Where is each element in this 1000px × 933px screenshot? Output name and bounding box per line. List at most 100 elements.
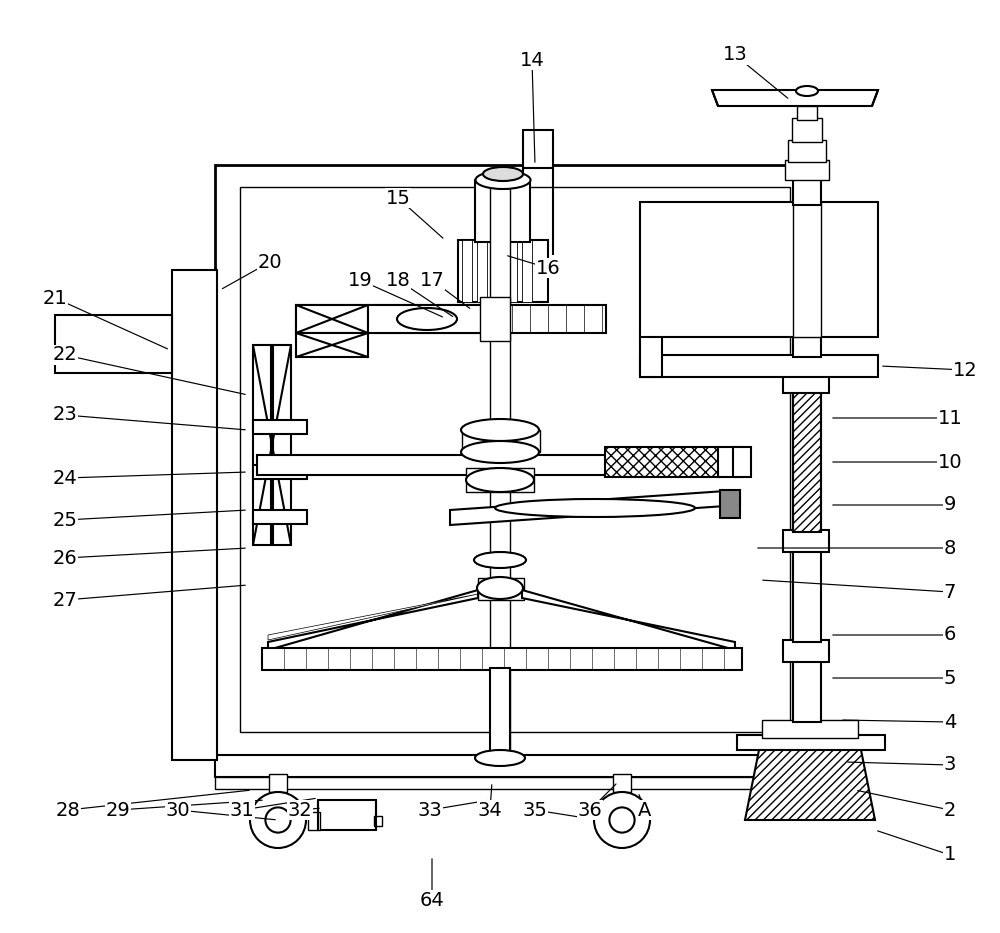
Bar [522, 240, 532, 302]
Bar [507, 240, 517, 302]
Polygon shape [712, 90, 878, 106]
Bar [737, 735, 885, 750]
Ellipse shape [397, 308, 457, 330]
Bar [783, 530, 829, 552]
Ellipse shape [475, 750, 525, 766]
Ellipse shape [466, 468, 534, 492]
Polygon shape [522, 590, 735, 650]
Bar [458, 240, 548, 302]
Text: 8: 8 [944, 538, 956, 558]
Bar [492, 240, 502, 302]
Bar [477, 240, 487, 302]
Bar [253, 420, 307, 434]
Bar [374, 816, 382, 826]
Bar [490, 668, 510, 758]
Bar [296, 305, 368, 333]
Bar [215, 755, 815, 777]
Circle shape [594, 792, 650, 848]
Bar [783, 640, 829, 662]
Ellipse shape [461, 419, 539, 441]
Text: 31: 31 [230, 801, 254, 819]
Text: 28: 28 [56, 801, 80, 819]
Bar [793, 202, 821, 337]
Text: 9: 9 [944, 495, 956, 514]
Bar [269, 774, 287, 792]
Bar [733, 447, 751, 477]
Bar [793, 550, 821, 642]
Bar [793, 177, 821, 205]
Polygon shape [268, 590, 478, 650]
Text: A: A [638, 801, 652, 819]
Text: 26: 26 [53, 549, 77, 567]
Text: 6: 6 [944, 625, 956, 645]
Bar [478, 578, 524, 600]
Ellipse shape [495, 499, 695, 517]
Bar [475, 180, 530, 242]
Text: 16: 16 [536, 258, 560, 277]
Bar [720, 490, 740, 518]
Bar [797, 106, 817, 120]
Bar [240, 187, 790, 732]
Bar [480, 297, 510, 341]
Text: 4: 4 [944, 713, 956, 731]
Bar [368, 305, 483, 333]
Circle shape [265, 807, 291, 832]
Bar [318, 800, 376, 830]
Polygon shape [268, 594, 478, 640]
Bar [640, 202, 878, 337]
Text: 25: 25 [53, 510, 77, 530]
Bar [613, 774, 631, 792]
Bar [215, 165, 815, 755]
Bar [718, 447, 740, 477]
Text: 13: 13 [723, 46, 747, 64]
Bar [785, 160, 829, 180]
Polygon shape [745, 745, 875, 820]
Text: 11: 11 [938, 409, 962, 427]
Text: 7: 7 [944, 582, 956, 602]
Bar [253, 510, 307, 524]
Ellipse shape [477, 577, 523, 599]
Bar [605, 447, 720, 477]
Circle shape [609, 807, 635, 832]
Text: 2: 2 [944, 801, 956, 819]
Ellipse shape [474, 552, 526, 568]
Text: 29: 29 [106, 801, 130, 819]
Bar [462, 430, 540, 452]
Bar [523, 130, 553, 168]
Text: 33: 33 [418, 801, 442, 819]
Bar [793, 390, 821, 532]
Text: 3: 3 [944, 756, 956, 774]
Text: 64: 64 [420, 890, 444, 910]
Bar [793, 660, 821, 722]
Text: 10: 10 [938, 453, 962, 471]
Bar [296, 305, 606, 333]
Bar [762, 720, 858, 738]
Text: 18: 18 [386, 271, 410, 289]
Bar [490, 187, 510, 757]
Text: 14: 14 [520, 50, 544, 69]
Ellipse shape [796, 86, 818, 96]
Polygon shape [450, 490, 740, 525]
Text: 24: 24 [53, 468, 77, 488]
Text: 36: 36 [578, 801, 602, 819]
Ellipse shape [483, 167, 523, 181]
Text: 19: 19 [348, 271, 372, 289]
Bar [792, 118, 822, 142]
Bar [253, 345, 271, 545]
Circle shape [250, 792, 306, 848]
Text: 15: 15 [386, 188, 410, 207]
Text: 5: 5 [944, 669, 956, 688]
Ellipse shape [461, 441, 539, 463]
Bar [215, 777, 815, 789]
Text: 34: 34 [478, 801, 502, 819]
Bar [273, 345, 291, 545]
Bar [640, 335, 662, 377]
Text: 1: 1 [944, 845, 956, 865]
Bar [253, 465, 307, 479]
Text: 35: 35 [523, 801, 547, 819]
Bar [788, 140, 826, 162]
Bar [640, 355, 878, 377]
Text: 27: 27 [53, 591, 77, 609]
Bar [462, 240, 472, 302]
Bar [793, 335, 821, 357]
